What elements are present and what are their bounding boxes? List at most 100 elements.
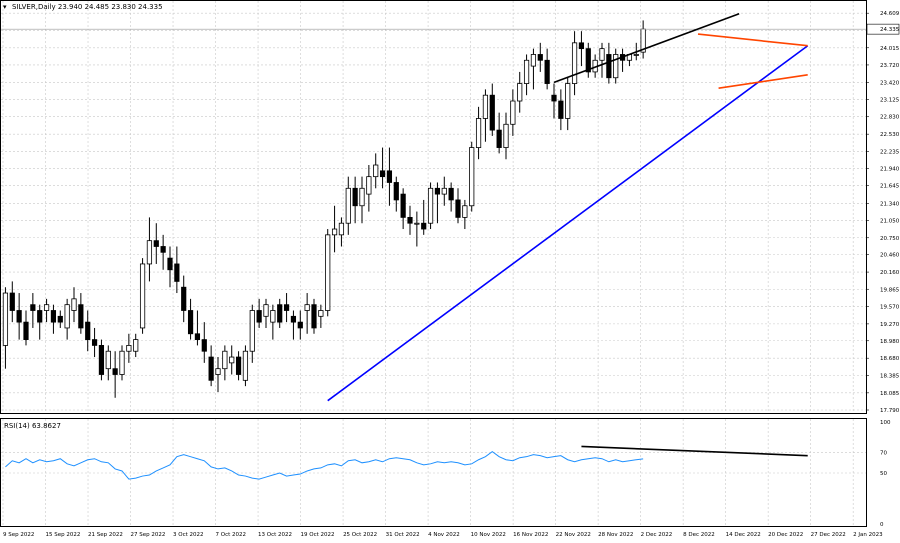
bearish-candle [290,315,297,323]
date-tick-label: 19 Oct 2022 [301,532,335,538]
date-tick-label: 2 Jan 2023 [853,532,883,538]
bearish-candle [386,170,393,183]
bullish-candle [71,298,77,311]
bullish-candle [523,59,530,84]
bearish-candle [208,356,214,381]
rsi-divergence-line [581,445,808,457]
rsi-tick-label: 100 [880,420,891,426]
price-tick-label: 19.570 [880,304,900,310]
price-tick-label: 18.085 [880,391,900,397]
date-tick-label: 27 Sep 2022 [131,532,166,538]
bearish-candle [78,304,84,329]
bullish-candle [613,54,619,79]
bearish-candle [85,321,91,340]
rsi-tick-label: 0 [880,522,884,528]
rsi-panel [5,445,808,480]
bullish-candle [345,187,351,224]
price-tick-label: 18.680 [880,356,900,362]
date-tick-label: 15 Sep 2022 [46,532,81,538]
bullish-candle [565,83,571,119]
bearish-candle [558,100,564,119]
bullish-candle [441,187,447,195]
date-tick-label: 10 Nov 2022 [471,532,506,538]
bullish-candle [517,83,523,102]
bearish-candle [167,257,173,271]
trend-lines [1,12,866,402]
price-tick-label: 19.270 [880,322,900,328]
price-tick-label: 21.940 [880,167,900,173]
bullish-candle [126,345,132,352]
bearish-candle [544,59,550,84]
black-resistance-line [553,12,740,84]
price-tick-label: 21.340 [880,201,900,207]
price-tick-label: 20.160 [880,270,900,276]
bullish-candle [304,304,310,311]
price-tick-label: 18.385 [880,373,900,379]
bullish-candle [105,350,111,370]
bullish-candle [229,356,235,364]
bearish-candle [352,187,358,207]
bearish-candle [256,310,262,323]
bearish-candle [283,304,290,311]
price-tick-label: 19.865 [880,287,900,293]
bullish-candle [510,100,516,125]
bullish-candle [633,54,639,56]
bearish-candle [50,310,57,323]
bullish-candle [318,310,324,317]
bearish-candle [551,94,557,102]
price-tick-label: 24.609 [880,11,900,17]
bullish-candle [414,222,420,225]
triangle-down-icon[interactable]: ▾ [3,3,7,11]
bullish-candle [469,147,475,207]
bullish-candle [64,304,70,329]
bullish-candle [338,222,345,236]
bullish-candle [2,292,9,346]
bearish-candle [112,368,118,375]
date-tick-label: 7 Oct 2022 [216,532,247,538]
date-tick-label: 9 Sep 2022 [3,532,34,538]
bearish-candle [393,182,399,201]
bearish-candle [379,170,386,178]
bearish-candle [30,304,36,311]
rsi-panel-frame [0,418,867,527]
bullish-candle [571,42,578,84]
bearish-candle [537,54,543,61]
bullish-candle [146,240,153,265]
bearish-candle [400,193,406,218]
bearish-candle [297,321,303,329]
date-tick-label: 21 Sep 2022 [88,532,123,538]
price-tick-label: 23.125 [880,98,900,104]
bullish-candle [119,350,125,375]
bullish-candle [249,310,255,352]
date-tick-label: 13 Oct 2022 [258,532,292,538]
bearish-candle [16,310,22,323]
bearish-candle [91,339,98,346]
bearish-candle [407,216,413,224]
date-tick-label: 3 Oct 2022 [173,532,204,538]
price-tick-label: 22.235 [880,149,900,155]
price-tick-label: 21.050 [880,218,900,224]
bullish-candle [133,339,139,352]
date-tick-label: 20 Dec 2022 [768,532,803,538]
bullish-candle [599,48,605,61]
bearish-candle [578,42,585,50]
orange-upper-wedge-line [697,33,808,47]
date-tick-label: 27 Dec 2022 [811,532,846,538]
bearish-candle [181,286,187,311]
bullish-candle [427,187,434,224]
bullish-candle [373,164,379,178]
bearish-candle [174,263,180,282]
last-price-box [866,23,900,35]
bearish-candle [434,187,441,195]
bearish-candle [37,310,43,323]
date-tick-label: 4 Nov 2022 [428,532,460,538]
bearish-candle [194,333,201,340]
bullish-candle [331,228,338,236]
rsi-line [5,450,644,480]
date-tick-label: 14 Dec 2022 [726,532,761,538]
price-panel-frame [0,0,867,414]
bearish-candle [489,94,495,131]
bearish-candle [9,292,15,311]
